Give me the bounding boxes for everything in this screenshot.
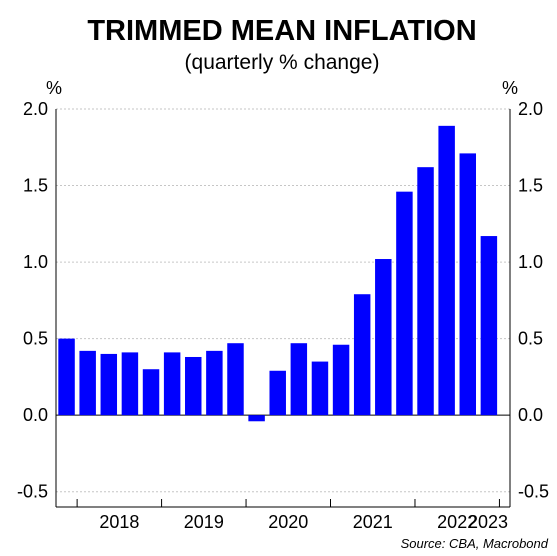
y-tick-label-left: -0.5 (17, 482, 48, 502)
y-tick-label-left: 2.0 (23, 99, 48, 119)
y-tick-label-left: 0.5 (23, 329, 48, 349)
right-axis-unit: % (502, 78, 518, 98)
y-tick-label-right: -0.5 (518, 482, 549, 502)
chart-subtitle: (quarterly % change) (185, 51, 380, 74)
bar (227, 343, 244, 416)
y-tick-label-right: 1.5 (518, 176, 543, 196)
bar (100, 353, 118, 416)
x-tick-label: 2020 (268, 512, 308, 532)
bar (163, 352, 181, 416)
left-axis-unit: % (46, 78, 62, 98)
bar (459, 153, 477, 416)
bar (375, 259, 392, 416)
bar (311, 361, 329, 416)
y-tick-label-left: 0.0 (23, 405, 48, 425)
x-tick-label: 2019 (184, 512, 224, 532)
bar (269, 370, 286, 416)
y-tick-label-right: 0.5 (518, 329, 543, 349)
x-tick-label: 2021 (353, 512, 393, 532)
bar (142, 369, 160, 416)
bar (58, 338, 75, 416)
source-note: Source: CBA, Macrobond (401, 536, 549, 551)
y-tick-label-right: 1.0 (518, 252, 543, 272)
bar (206, 350, 223, 416)
bar (79, 350, 96, 416)
y-tick-label-right: 0.0 (518, 405, 543, 425)
x-tick-label: 2018 (99, 512, 139, 532)
bar (353, 294, 371, 416)
bar (248, 415, 265, 422)
bar (417, 167, 434, 416)
y-tick-label-left: 1.5 (23, 176, 48, 196)
chart-title: TRIMMED MEAN INFLATION (87, 15, 476, 47)
bar (438, 125, 455, 416)
x-tick-label: 2022 (437, 512, 477, 532)
x-tick-label: 2023 (468, 512, 508, 532)
bar (480, 236, 498, 416)
bar (185, 356, 202, 416)
bar (332, 344, 350, 416)
y-tick-label-right: 2.0 (518, 99, 543, 119)
bar (121, 352, 139, 416)
bar (290, 343, 308, 416)
bar (396, 191, 413, 416)
y-tick-label-left: 1.0 (23, 252, 48, 272)
